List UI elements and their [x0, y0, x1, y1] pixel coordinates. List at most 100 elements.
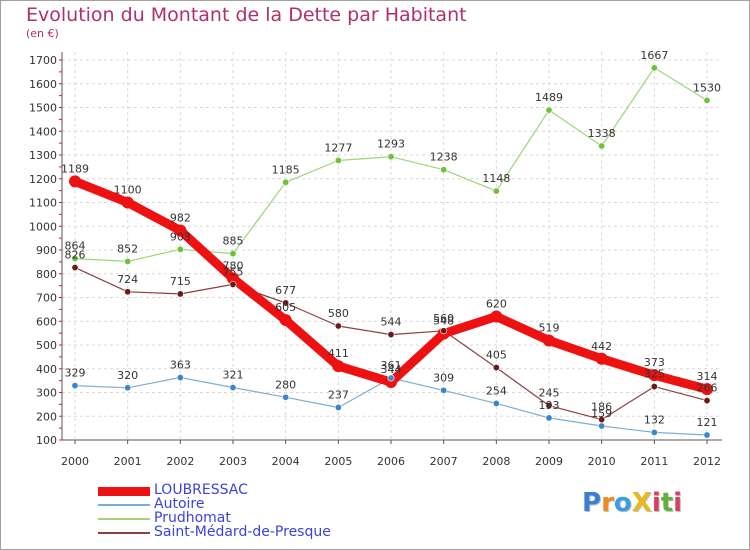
data-label: 309 — [433, 371, 454, 384]
data-label: 1189 — [61, 162, 89, 175]
data-point — [490, 310, 503, 323]
x-tick-label: 2008 — [482, 455, 510, 468]
data-point — [387, 374, 395, 382]
proxiti-logo: ProXiti — [582, 488, 682, 518]
data-point — [332, 360, 345, 373]
chart-title: Evolution du Montant de la Dette par Hab… — [26, 4, 467, 26]
data-label: 344 — [381, 363, 402, 376]
x-tick-label: 2001 — [114, 455, 142, 468]
data-point — [545, 106, 553, 114]
data-label: 159 — [591, 407, 612, 420]
logo-letter: i — [673, 488, 683, 518]
unit-label: (en €) — [26, 27, 59, 40]
data-point — [282, 299, 290, 307]
y-tick-label: 300 — [36, 387, 57, 400]
data-point — [440, 327, 448, 335]
data-label: 580 — [328, 307, 349, 320]
data-label: 405 — [486, 349, 507, 362]
data-point — [229, 384, 237, 392]
data-label: 1489 — [535, 91, 563, 104]
logo-letter: t — [660, 488, 674, 518]
x-tick-label: 2006 — [377, 455, 405, 468]
legend: LOUBRESSAC Autoire Prudhomat Saint-Médard-d… — [98, 482, 358, 540]
data-label: 193 — [539, 399, 560, 412]
logo-letter: i — [651, 488, 661, 518]
data-label: 1185 — [272, 163, 300, 176]
x-tick-label: 2005 — [324, 455, 352, 468]
y-tick-label: 400 — [36, 363, 57, 376]
y-tick-label: 1600 — [29, 78, 57, 91]
data-point — [174, 224, 187, 237]
legend-item: LOUBRESSAC — [98, 482, 358, 498]
x-tick-label: 2000 — [61, 455, 89, 468]
y-tick-label: 1500 — [29, 102, 57, 115]
x-tick-label: 2012 — [693, 455, 721, 468]
data-label: 780 — [223, 260, 244, 273]
data-label: 373 — [644, 356, 665, 369]
data-point — [69, 175, 81, 188]
data-label: 237 — [328, 388, 349, 401]
data-point — [71, 264, 79, 272]
data-point — [124, 257, 132, 265]
tick-labels: 100 200 300 400 500 600 700 800 900 1000 1100 1200 1… — [29, 54, 721, 468]
data-label: 280 — [275, 378, 296, 391]
data-point — [440, 386, 448, 394]
x-tick-label: 2004 — [272, 455, 300, 468]
data-point — [545, 414, 553, 422]
data-point — [595, 352, 608, 365]
data-label: 677 — [275, 284, 296, 297]
data-label: 1293 — [377, 138, 405, 151]
legend-item: Saint-Médard-de-Presque — [98, 525, 358, 540]
data-label: 442 — [591, 340, 612, 353]
data-label: 1100 — [114, 184, 142, 197]
data-point — [650, 428, 658, 436]
data-labels: 1189 1100 982 780 605 411 344 548 620 519 442 373 31… — [61, 49, 721, 429]
data-label: 864 — [65, 240, 86, 253]
data-point — [124, 288, 132, 296]
data-label: 132 — [644, 413, 665, 426]
y-tick-label: 1200 — [29, 173, 57, 186]
data-label: 1530 — [693, 81, 721, 94]
legend-item: Autoire — [98, 497, 358, 512]
data-label: 885 — [223, 235, 244, 248]
data-label: 325 — [644, 368, 665, 381]
data-label: 254 — [486, 384, 507, 397]
legend-label: LOUBRESSAC — [154, 482, 248, 498]
y-tick-label: 500 — [36, 339, 57, 352]
data-point — [279, 314, 292, 327]
data-point — [703, 96, 711, 104]
y-tick-label: 1300 — [29, 149, 57, 162]
logo-letter: o — [613, 488, 632, 518]
data-label: 314 — [697, 370, 718, 383]
data-label: 852 — [117, 242, 138, 255]
data-label: 1338 — [588, 127, 616, 140]
legend-label: Prudhomat — [154, 510, 231, 526]
data-point — [703, 431, 711, 439]
data-label: 363 — [170, 359, 191, 372]
data-label: 715 — [170, 275, 191, 288]
data-point — [71, 255, 79, 263]
logo-letter: X — [631, 488, 652, 518]
y-tick-label: 1700 — [29, 54, 57, 67]
data-label: 121 — [697, 416, 718, 429]
data-label: 266 — [697, 382, 718, 395]
data-point — [176, 245, 184, 253]
x-tick-label: 2002 — [166, 455, 194, 468]
data-label: 548 — [433, 315, 454, 328]
data-point — [492, 364, 500, 372]
data-label: 982 — [170, 212, 191, 225]
data-label: 605 — [275, 301, 296, 314]
legend-swatch — [98, 518, 150, 520]
y-tick-label: 900 — [36, 244, 57, 257]
data-label: 903 — [170, 230, 191, 243]
data-point — [282, 393, 290, 401]
data-point — [440, 166, 448, 174]
data-label: 321 — [223, 369, 244, 382]
legend-item: Prudhomat — [98, 510, 358, 526]
y-tick-label: 800 — [36, 268, 57, 281]
data-point — [650, 383, 658, 391]
x-tick-label: 2009 — [535, 455, 563, 468]
data-point — [703, 397, 711, 405]
data-point — [176, 374, 184, 382]
